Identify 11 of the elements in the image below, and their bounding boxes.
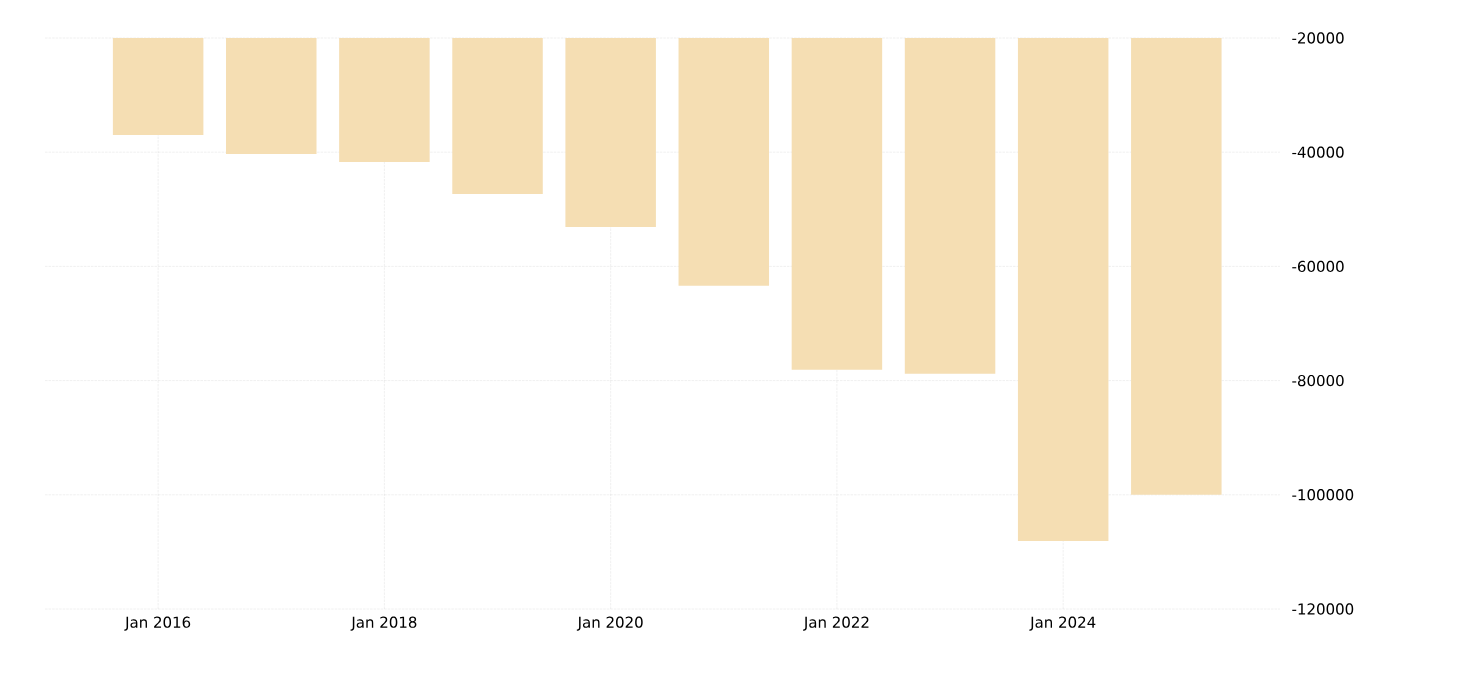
y-tick-label: -120000 (1292, 603, 1354, 615)
x-tick-label: Jan 2020 (576, 616, 643, 631)
y-tick-label: -100000 (1292, 489, 1354, 501)
y-tick-label: -20000 (1292, 32, 1344, 44)
x-tick-label: Jan 2024 (1029, 616, 1096, 631)
y-tick-label: -40000 (1292, 146, 1344, 158)
x-tick-label: Jan 2018 (350, 616, 417, 631)
y-tick-label: -60000 (1292, 260, 1344, 273)
x-tick-label: Jan 2016 (124, 616, 191, 631)
x-tick-label: Jan 2022 (803, 616, 869, 631)
y-tick-label: -80000 (1292, 374, 1344, 387)
